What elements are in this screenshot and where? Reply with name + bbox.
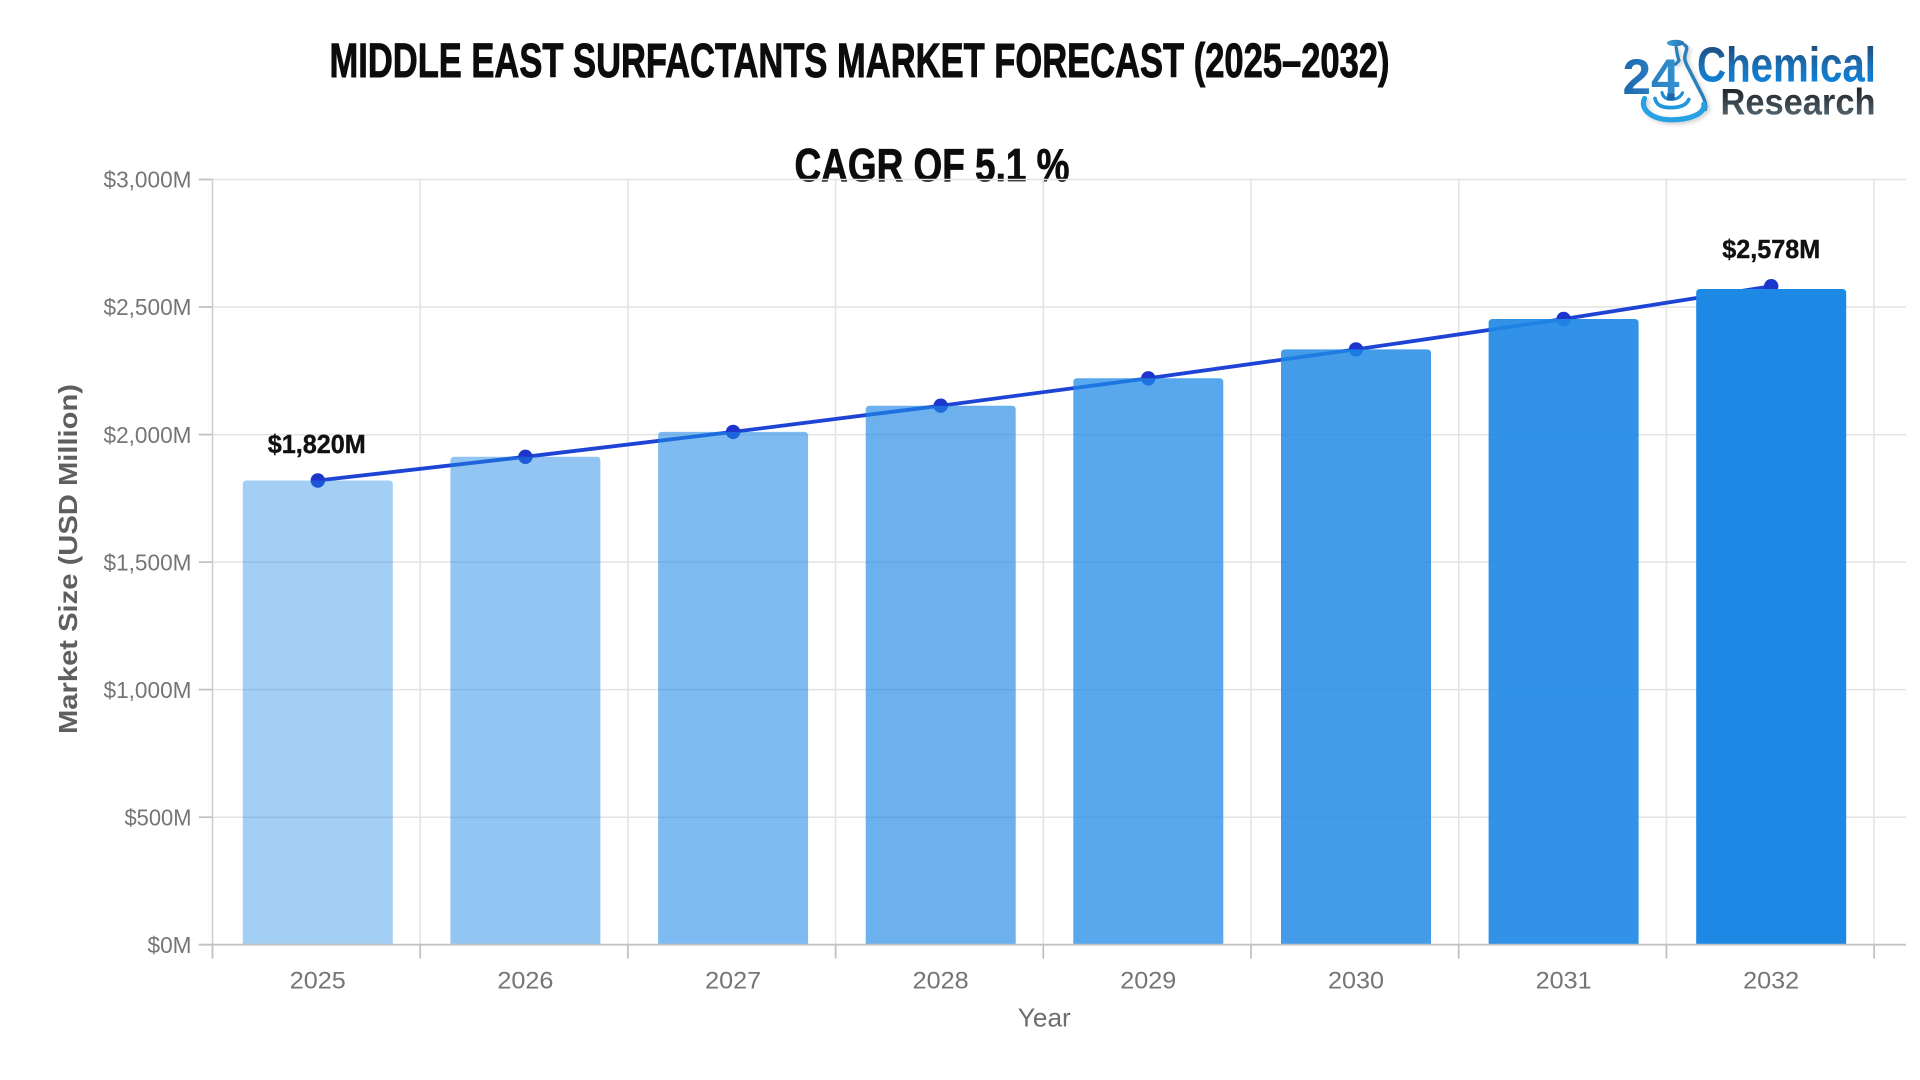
svg-text:Research: Research (1721, 82, 1876, 123)
svg-text:$2,000M: $2,000M (104, 422, 192, 448)
svg-text:$2,500M: $2,500M (104, 294, 192, 320)
svg-text:2027: 2027 (705, 968, 761, 995)
svg-text:2025: 2025 (290, 968, 346, 995)
svg-text:2029: 2029 (1120, 968, 1176, 995)
svg-text:2028: 2028 (913, 968, 969, 995)
svg-text:2031: 2031 (1536, 968, 1592, 995)
svg-text:$1,500M: $1,500M (104, 549, 192, 575)
svg-text:Market Size (USD Million): Market Size (USD Million) (53, 384, 83, 734)
svg-text:2030: 2030 (1328, 968, 1384, 995)
svg-text:MIDDLE EAST SURFACTANTS MARKET: MIDDLE EAST SURFACTANTS MARKET FORECAST … (330, 35, 1390, 88)
svg-text:2026: 2026 (497, 968, 553, 995)
svg-text:$500M: $500M (125, 804, 192, 830)
svg-text:$0M: $0M (148, 932, 192, 958)
svg-text:Chemical: Chemical (1697, 39, 1876, 93)
svg-text:$2,578M: $2,578M (1722, 234, 1820, 264)
svg-text:Year: Year (1018, 1002, 1071, 1032)
svg-text:$3,000M: $3,000M (104, 167, 192, 193)
svg-text:$1,820M: $1,820M (268, 429, 366, 459)
svg-text:2032: 2032 (1743, 968, 1799, 995)
svg-text:CAGR OF 5.1 %: CAGR OF 5.1 % (795, 139, 1070, 191)
svg-text:$1,000M: $1,000M (104, 677, 192, 703)
